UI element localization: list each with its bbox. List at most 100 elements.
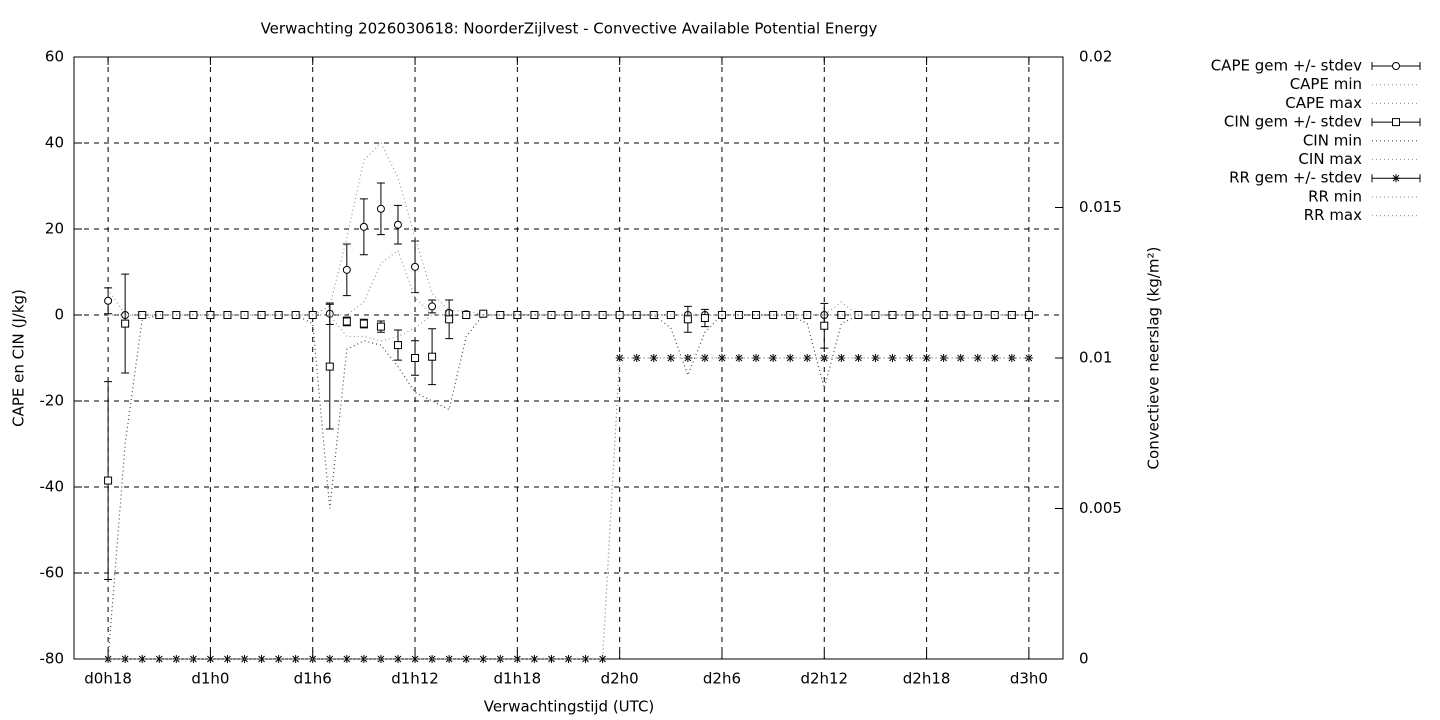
data-point <box>104 655 113 663</box>
data-point <box>274 311 283 319</box>
data-point <box>956 311 965 319</box>
x-axis-label: Verwachtingstijd (UTC) <box>484 698 655 716</box>
data-point <box>786 354 795 362</box>
legend-label: RR gem +/- stdev <box>1229 169 1362 187</box>
x-tick-label: d2h18 <box>903 670 951 688</box>
data-point <box>530 655 539 663</box>
data-point <box>700 354 709 362</box>
data-point <box>717 354 726 362</box>
data-point <box>342 317 351 326</box>
y2-tick-label: 0.005 <box>1079 499 1122 517</box>
data-point <box>274 655 283 663</box>
legend-marker <box>1392 118 1400 127</box>
data-point <box>325 362 334 371</box>
data-point <box>615 354 624 362</box>
data-point <box>666 354 675 362</box>
data-point <box>376 204 385 213</box>
data-point <box>393 655 402 663</box>
legend-label: RR min <box>1308 187 1362 205</box>
data-point <box>939 354 948 362</box>
legend-marker <box>1392 174 1400 183</box>
data-point <box>393 341 402 350</box>
y-tick-label: 0 <box>54 306 64 324</box>
data-point <box>479 309 488 318</box>
data-point <box>735 354 744 362</box>
y-axis-label: CAPE en CIN (J/kg) <box>10 289 28 427</box>
data-point <box>649 354 658 362</box>
data-point <box>428 302 437 311</box>
data-point <box>973 354 982 362</box>
y-tick-label: -40 <box>40 478 65 496</box>
data-point <box>700 314 709 323</box>
x-tick-label: d2h0 <box>601 670 639 688</box>
data-point <box>1024 311 1033 319</box>
data-point <box>973 311 982 319</box>
legend-label: CIN min <box>1303 131 1362 149</box>
legend-marker <box>1392 62 1400 70</box>
y-tick-label: 20 <box>45 220 64 238</box>
data-point <box>291 655 300 663</box>
data-point <box>257 655 266 663</box>
data-point <box>104 296 113 305</box>
data-point <box>837 354 846 362</box>
data-point <box>905 354 914 362</box>
data-point <box>854 354 863 362</box>
x-tick-label: d2h6 <box>703 670 741 688</box>
data-point <box>479 655 488 663</box>
x-tick-label: d0h18 <box>84 670 132 688</box>
data-point <box>206 655 215 663</box>
data-point <box>1007 311 1016 319</box>
data-point <box>837 311 846 319</box>
data-point <box>257 311 266 319</box>
data-point <box>888 311 897 319</box>
data-point <box>121 655 130 663</box>
data-point <box>445 315 454 324</box>
range-line <box>108 357 1029 660</box>
x-tick-label: d1h18 <box>494 670 542 688</box>
data-point <box>820 321 829 330</box>
data-point <box>513 311 522 319</box>
range-line <box>108 249 1029 316</box>
data-point <box>411 354 420 362</box>
data-point <box>990 354 999 362</box>
data-point <box>155 311 164 319</box>
data-point <box>291 311 300 319</box>
data-point <box>632 354 641 362</box>
data-point <box>428 655 437 663</box>
data-point <box>922 354 931 362</box>
data-point <box>138 311 147 319</box>
data-point <box>1024 354 1033 362</box>
y-tick-label: 40 <box>45 134 64 152</box>
legend-label: CIN max <box>1298 150 1362 168</box>
data-point <box>359 319 368 328</box>
data-point <box>632 311 641 319</box>
legend-label: RR max <box>1304 206 1362 224</box>
y-tick-label: -20 <box>40 392 65 410</box>
data-point <box>445 655 454 663</box>
data-point <box>649 311 658 319</box>
x-tick-label: d2h12 <box>800 670 848 688</box>
data-point <box>104 476 113 485</box>
legend-label: CIN gem +/- stdev <box>1224 113 1362 131</box>
data-point <box>223 655 232 663</box>
data-point <box>325 655 334 663</box>
x-tick-label: d3h0 <box>1010 670 1048 688</box>
legend-label: CAPE gem +/- stdev <box>1211 57 1362 75</box>
data-point <box>359 222 368 231</box>
data-point <box>803 354 812 362</box>
data-point <box>376 322 385 331</box>
x-tick-label: d1h12 <box>391 670 439 688</box>
data-point <box>411 655 420 663</box>
data-point <box>342 655 351 663</box>
data-point <box>581 655 590 663</box>
legend-label: CAPE max <box>1285 94 1362 112</box>
x-tick-label: d1h6 <box>294 670 332 688</box>
data-point <box>189 655 198 663</box>
y2-axis-label: Convectieve neerslag (kg/m²) <box>1145 247 1163 470</box>
data-point <box>769 354 778 362</box>
data-point <box>752 311 761 319</box>
data-point <box>189 311 198 319</box>
y-tick-label: -60 <box>40 564 65 582</box>
data-point <box>956 354 965 362</box>
